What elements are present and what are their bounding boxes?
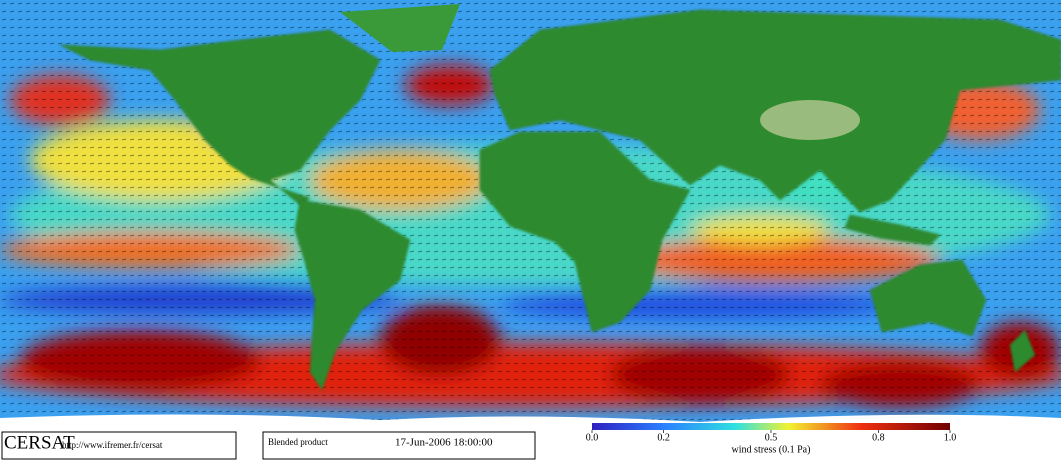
colorbar-tick-label: 0.0 (586, 432, 599, 443)
plateau (760, 100, 860, 140)
logo: CERSAT (4, 432, 75, 453)
colorbar-tick-label: 1.0 (944, 432, 957, 443)
product-box (262, 431, 536, 460)
product: Blended product (268, 437, 328, 447)
colorbar-tick-label: 0.2 (657, 432, 670, 443)
colorbar-tick-label: 0.8 (872, 432, 885, 443)
url: http://www.ifremer.fr/cersat (62, 440, 163, 450)
greenland (340, 4, 460, 52)
colorbar (592, 423, 950, 430)
date: 17-Jun-2006 18:00:00 (395, 437, 493, 449)
colorbar-tick-label: 0.5 (765, 432, 778, 443)
map-area (0, 0, 1061, 432)
colorbar-label: wind stress (0.1 Pa) (732, 444, 811, 455)
logo-box (1, 431, 237, 460)
